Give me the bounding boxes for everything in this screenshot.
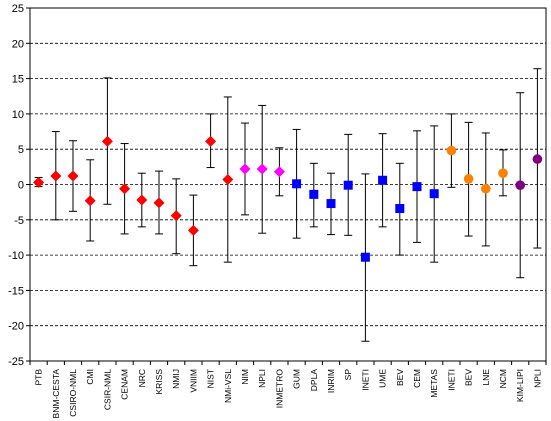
x-category-label: NRC [137, 369, 147, 387]
data-point-square [343, 180, 353, 190]
data-point-diamond [33, 176, 45, 188]
x-category-label: KRISS [154, 369, 164, 395]
data-point-diamond [153, 197, 165, 209]
x-category-label: INETI [446, 369, 456, 391]
y-axis-tick-labels: -25 -20 -15 -10 -5 0 5 10 15 20 25 [8, 3, 24, 368]
data-markers [33, 135, 543, 262]
data-point-diamond [256, 163, 268, 175]
y-tick-label: -20 [8, 321, 24, 333]
y-tick-label: 5 [18, 144, 24, 156]
data-point-circle [532, 154, 543, 164]
x-category-label: NIST [206, 369, 216, 388]
y-tick-label: -10 [8, 250, 24, 262]
x-category-label: VNIIM [188, 369, 198, 393]
x-category-label: NPLI [257, 369, 267, 388]
x-category-label: CSIRO-NML [68, 369, 78, 417]
x-category-label: INRIM [326, 369, 336, 393]
x-category-label: NMi-VSL [223, 369, 233, 403]
data-point-square [429, 189, 439, 199]
y-tick-label: 20 [12, 38, 24, 50]
y-tick-label: 15 [12, 74, 24, 86]
y-tick-label: 0 [18, 180, 24, 192]
data-point-square [309, 189, 319, 199]
x-category-label: KIM-LIPI [515, 369, 525, 402]
data-point-square [395, 204, 405, 214]
x-category-label: CMI [85, 369, 95, 385]
y-tick-label: -15 [8, 285, 24, 297]
y-tick-label: -25 [8, 356, 24, 368]
data-point-square [412, 182, 422, 192]
x-category-label: CSIR-NML [102, 369, 112, 410]
data-point-diamond [101, 135, 113, 147]
data-point-diamond [187, 224, 199, 236]
x-category-label: BEV [464, 369, 474, 386]
x-category-label: UME [378, 369, 388, 388]
data-point-diamond [239, 163, 251, 175]
data-point-circle [463, 174, 474, 184]
data-point-circle [446, 145, 457, 156]
data-point-diamond [119, 183, 131, 195]
x-category-label: NMIJ [171, 369, 181, 389]
data-point-circle [515, 180, 525, 191]
y-tick-label: 25 [12, 3, 24, 15]
x-category-label: INMETRO [274, 369, 284, 409]
x-axis-category-labels: PTB BNM-CESTA CSIRO-NML CMI CSIR-NML CENAM NRC… [34, 369, 543, 419]
x-category-label: SP [343, 369, 353, 381]
data-point-diamond [136, 194, 148, 206]
x-category-label: METAS [429, 369, 439, 398]
data-point-square [292, 179, 302, 189]
data-point-square [378, 175, 388, 185]
x-category-label: INETI [360, 369, 370, 391]
y-tick-label: -5 [14, 215, 24, 227]
x-category-label: BEV [395, 369, 405, 386]
x-category-label: DPLA [309, 369, 319, 392]
x-category-label: NIM [240, 369, 250, 385]
data-point-square [326, 199, 336, 209]
x-category-label: GUM [292, 369, 302, 389]
gridlines [26, 7, 547, 365]
data-point-circle [498, 168, 508, 179]
x-category-label: BNM-CESTA [51, 369, 61, 419]
data-point-diamond [222, 174, 234, 186]
data-point-diamond [84, 195, 96, 207]
y-tick-label: 10 [12, 109, 24, 121]
x-category-label: CEM [412, 369, 422, 388]
x-category-label: NCM [498, 369, 508, 388]
data-point-diamond [205, 135, 217, 147]
data-point-diamond [67, 170, 79, 182]
x-category-label: NPLI [532, 369, 542, 388]
x-category-label: CENAM [120, 369, 130, 400]
x-category-label: PTB [34, 369, 44, 386]
data-point-diamond [50, 170, 62, 182]
data-point-square [360, 252, 370, 262]
data-point-diamond [170, 210, 182, 222]
x-category-label: LNE [481, 369, 491, 386]
data-point-diamond [273, 166, 285, 178]
data-point-circle [481, 183, 491, 194]
